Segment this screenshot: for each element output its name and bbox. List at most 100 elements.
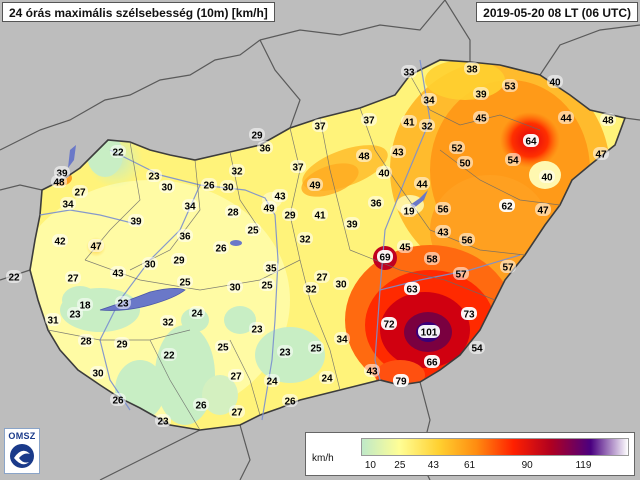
station-value-bg (160, 315, 176, 328)
station-value: 39 (346, 220, 358, 231)
station-marker: 27 (229, 405, 245, 419)
station-marker: 47 (593, 147, 609, 161)
station-marker: 23 (115, 296, 131, 310)
station-value: 45 (399, 243, 411, 254)
station-marker: 69 (377, 250, 393, 264)
station-value-bg (381, 317, 397, 330)
station-value-bg (272, 189, 288, 202)
station-marker: 30 (159, 180, 175, 194)
station-value-bg (401, 65, 417, 78)
station-marker: 25 (245, 223, 261, 237)
station-value-bg (227, 280, 243, 293)
station-marker: 24 (319, 371, 335, 385)
station-value-bg (263, 261, 279, 274)
station-value: 43 (112, 269, 124, 280)
station-value: 25 (247, 226, 259, 237)
station-value: 43 (392, 148, 404, 159)
station-value-bg (264, 374, 280, 387)
station-marker: 63 (404, 282, 420, 296)
station-marker: 41 (401, 115, 417, 129)
station-marker: 37 (312, 119, 328, 133)
station-value: 30 (144, 260, 156, 271)
station-value-bg (261, 201, 277, 214)
station-value: 30 (92, 369, 104, 380)
station-value-bg (225, 205, 241, 218)
station-marker: 58 (424, 252, 440, 266)
station-value: 48 (358, 152, 370, 163)
station-value-bg (461, 307, 477, 320)
station-marker: 23 (155, 414, 171, 428)
legend-tick: 90 (521, 460, 533, 471)
station-value: 30 (161, 183, 173, 194)
legend-tick: 43 (427, 460, 439, 471)
station-value-bg (424, 252, 440, 265)
station-value-bg (319, 371, 335, 384)
station-value: 44 (416, 180, 428, 191)
station-value: 43 (274, 192, 286, 203)
station-value: 24 (266, 377, 278, 388)
station-value-bg (128, 214, 144, 227)
station-marker: 101 (418, 325, 440, 339)
station-value: 36 (179, 232, 191, 243)
station-value-bg (290, 160, 306, 173)
station-value: 101 (421, 328, 438, 339)
station-value: 39 (130, 217, 142, 228)
station-marker: 41 (312, 208, 328, 222)
station-value: 37 (363, 116, 375, 127)
legend-tick: 61 (463, 460, 476, 471)
station-value: 36 (259, 144, 271, 155)
station-value-bg (201, 178, 217, 191)
station-value-bg (449, 141, 465, 154)
station-value-bg (404, 282, 420, 295)
station-value-bg (356, 149, 372, 162)
station-value: 23 (148, 172, 160, 183)
station-value-bg (142, 257, 158, 270)
station-value: 32 (162, 318, 174, 329)
station-value-bg (453, 267, 469, 280)
station-value-bg (229, 164, 245, 177)
station-value: 47 (90, 242, 102, 253)
station-value-bg (146, 169, 162, 182)
station-value-bg (249, 322, 265, 335)
station-value: 27 (231, 408, 243, 419)
station-value-bg (364, 364, 380, 377)
station-marker: 48 (51, 175, 67, 189)
station-value-bg (593, 147, 609, 160)
station-marker: 25 (308, 341, 324, 355)
station-value-bg (535, 203, 551, 216)
station-marker: 43 (110, 266, 126, 280)
station-value: 43 (366, 367, 378, 378)
station-value: 56 (461, 236, 473, 247)
station-marker: 52 (449, 141, 465, 155)
station-value-bg (110, 145, 126, 158)
station-value: 50 (459, 159, 471, 170)
map-title: 24 órás maximális szélsebesség (10m) [km… (2, 2, 275, 22)
station-marker: 32 (303, 282, 319, 296)
station-marker: 23 (146, 169, 162, 183)
station-value-bg (51, 175, 67, 188)
station-marker: 23 (67, 307, 83, 321)
station-marker: 72 (381, 317, 397, 331)
station-value: 27 (316, 273, 328, 284)
station-marker: 54 (469, 341, 485, 355)
station-marker: 39 (344, 217, 360, 231)
station-marker: 29 (249, 128, 265, 142)
station-value: 40 (549, 78, 561, 89)
station-value-bg (418, 325, 440, 338)
station-marker: 24 (189, 306, 205, 320)
station-value: 26 (203, 181, 215, 192)
station-value: 57 (502, 263, 514, 274)
legend-tick: 25 (394, 460, 406, 471)
legend-color-bar (361, 438, 629, 456)
station-value: 19 (403, 207, 415, 218)
station-value-bg (88, 239, 104, 252)
station-value: 34 (184, 202, 196, 213)
station-value-bg (308, 341, 324, 354)
station-marker: 25 (259, 278, 275, 292)
station-value-bg (424, 355, 440, 368)
station-value-bg (182, 199, 198, 212)
station-value-bg (435, 225, 451, 238)
station-value-bg (229, 405, 245, 418)
station-marker: 26 (282, 394, 298, 408)
